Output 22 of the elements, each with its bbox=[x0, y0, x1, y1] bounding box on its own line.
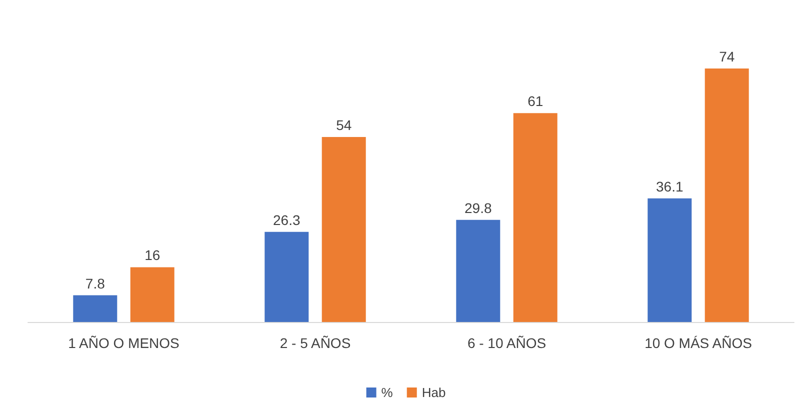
data-label: 29.8 bbox=[464, 200, 492, 216]
data-label: 54 bbox=[336, 117, 352, 134]
x-tick-label: 1 AÑO O MENOS bbox=[68, 335, 180, 351]
bar bbox=[513, 113, 558, 322]
bar bbox=[648, 198, 692, 322]
x-tick-label: 10 O MÁS AÑOS bbox=[644, 335, 752, 351]
data-label: 74 bbox=[719, 48, 735, 65]
x-tick-label: 6 - 10 AÑOS bbox=[467, 335, 546, 351]
legend-label: % bbox=[381, 385, 394, 400]
x-tick-label: 2 - 5 AÑOS bbox=[280, 335, 351, 351]
bar bbox=[264, 232, 309, 322]
bar bbox=[130, 267, 174, 322]
data-label: 36.1 bbox=[656, 178, 684, 194]
data-label: 16 bbox=[144, 247, 160, 264]
data-label: 26.3 bbox=[273, 212, 300, 228]
bar bbox=[322, 137, 366, 322]
bar bbox=[456, 220, 500, 322]
bar bbox=[704, 68, 749, 322]
legend-label: Hab bbox=[422, 385, 446, 400]
data-label: 61 bbox=[528, 93, 544, 110]
data-label: 7.8 bbox=[85, 275, 106, 292]
bar bbox=[73, 295, 118, 322]
